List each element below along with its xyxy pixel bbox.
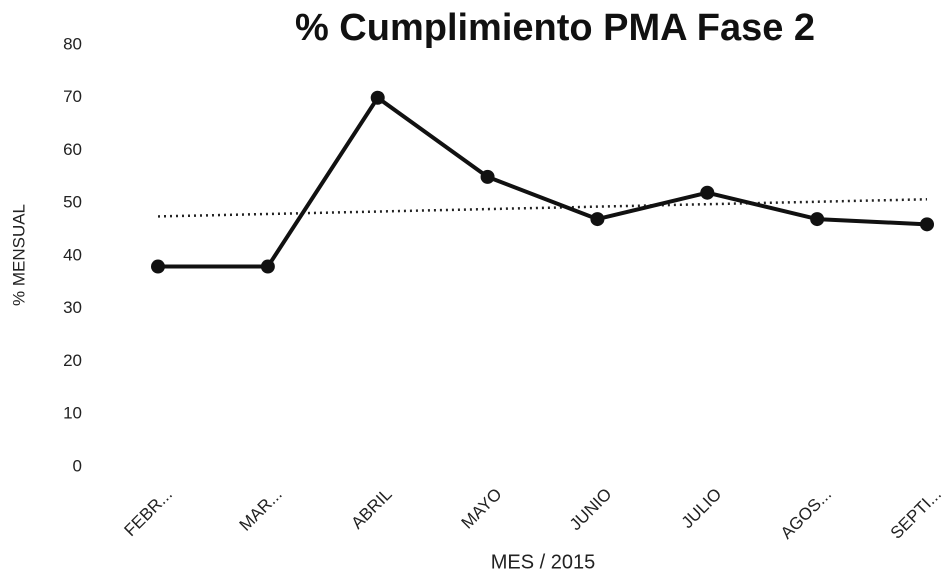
- x-tick-label: AGOS...: [777, 485, 835, 543]
- point: [920, 217, 934, 232]
- y-axis-label: % MENSUAL: [9, 204, 28, 306]
- point: [700, 185, 715, 200]
- point: [810, 212, 825, 227]
- x-tick-label: FEBR...: [120, 485, 176, 541]
- y-tick-label: 30: [63, 298, 82, 317]
- point: [151, 259, 165, 274]
- chart-title: % Cumplimiento PMA Fase 2: [295, 7, 815, 49]
- trendline: [157, 198, 928, 218]
- point: [480, 169, 495, 184]
- line: [158, 95, 928, 269]
- point: [590, 212, 605, 227]
- y-tick-label: 10: [63, 404, 82, 423]
- y-tick-label: 80: [63, 34, 82, 53]
- x-axis-label: MES / 2015: [491, 551, 596, 573]
- x-tick-label: JULIO: [678, 485, 726, 533]
- y-tick-label: 70: [63, 87, 82, 106]
- x-tick-label: JUNIO: [566, 485, 615, 534]
- y-tick-label: 20: [63, 351, 82, 370]
- x-tick-label: ABRIL: [348, 485, 396, 533]
- y-tick-label: 60: [63, 140, 82, 159]
- point: [260, 259, 275, 274]
- point: [370, 90, 385, 105]
- y-tick-label: 0: [73, 456, 82, 475]
- x-tick-label: MAR...: [236, 485, 286, 535]
- x-tick-label: SEPTI...: [887, 485, 945, 543]
- y-tick-label: 40: [63, 245, 82, 264]
- y-tick-label: 50: [63, 193, 82, 212]
- x-tick-label: MAYO: [458, 485, 506, 533]
